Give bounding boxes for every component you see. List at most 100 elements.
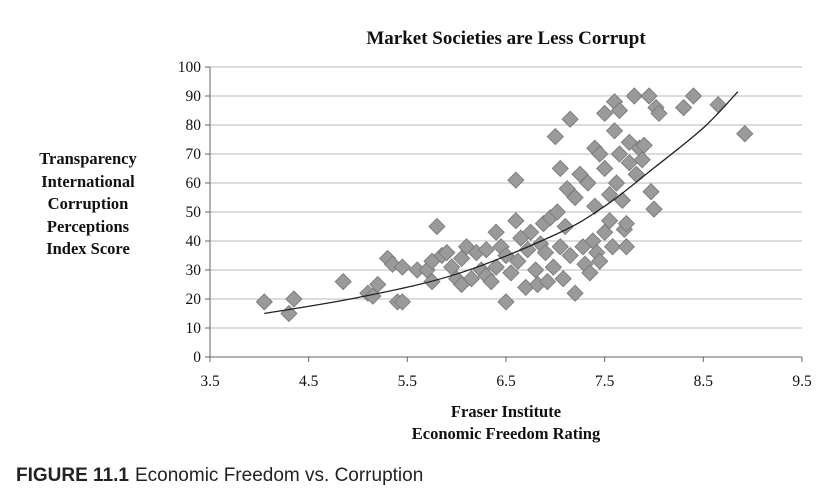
data-point (605, 122, 624, 140)
y-axis-label: Transparency International Corruption Pe… (12, 148, 164, 261)
data-point (603, 238, 622, 256)
y-axis-label-line: Transparency (39, 149, 137, 168)
data-point (650, 104, 668, 123)
data-point (519, 241, 537, 259)
x-tick-label: 7.5 (595, 373, 615, 390)
data-point (393, 293, 412, 311)
data-point (600, 212, 619, 230)
y-tick-label: 70 (186, 146, 202, 163)
trendline-group (264, 91, 739, 315)
data-point (544, 258, 562, 276)
figure-caption: FIGURE 11.1 Economic Freedom vs. Corrupti… (16, 465, 423, 487)
data-point (554, 270, 572, 288)
figure-caption-text: Economic Freedom vs. Corruption (135, 465, 424, 486)
x-tick-label: 4.5 (299, 373, 319, 390)
x-axis-label-line: Economic Freedom Rating (411, 424, 601, 443)
data-point (438, 243, 456, 262)
data-point (507, 171, 525, 189)
data-point (551, 159, 569, 178)
data-point (674, 98, 693, 117)
data-point (526, 261, 545, 279)
trendline (264, 91, 739, 315)
x-tick-label: 9.5 (792, 373, 812, 390)
data-point (482, 272, 500, 291)
data-point (487, 258, 505, 276)
data-point (633, 151, 651, 169)
data-point (640, 87, 658, 105)
data-point (334, 272, 352, 291)
data-point (497, 293, 515, 311)
data-point (280, 304, 298, 323)
x-tick-label: 6.5 (496, 373, 516, 390)
y-tick-label: 40 (186, 233, 202, 250)
x-axis-label: Fraser Institute Economic Freedom Rating (210, 401, 802, 445)
y-axis-label-line: Index Score (46, 239, 130, 258)
y-tick-label: 80 (186, 117, 202, 134)
data-point (502, 264, 520, 282)
y-tick-label: 60 (186, 175, 202, 192)
axes (205, 66, 803, 362)
y-tick-label: 10 (186, 320, 202, 337)
data-point (556, 217, 574, 236)
data-point (596, 104, 614, 123)
y-axis-label-line: Perceptions (46, 216, 130, 236)
x-tick-label: 8.5 (694, 373, 714, 390)
y-tick-label: 100 (178, 59, 202, 76)
data-point (517, 278, 535, 297)
y-tick-label: 20 (186, 291, 202, 308)
data-point (591, 252, 609, 270)
data-point (462, 270, 481, 288)
data-point (709, 96, 727, 114)
data-point (477, 241, 495, 259)
data-point (579, 174, 597, 192)
data-point (509, 252, 527, 270)
data-point (566, 284, 584, 302)
data-point (617, 238, 636, 256)
x-axis-label-line: Fraser Institute (450, 402, 562, 421)
data-point (596, 159, 614, 178)
y-tick-label: 90 (186, 88, 202, 105)
data-point (285, 290, 303, 308)
data-point (684, 87, 703, 105)
data-point (566, 188, 584, 207)
data-points (255, 87, 754, 323)
data-point (255, 293, 273, 311)
figure-number: FIGURE 11.1 (16, 465, 129, 486)
data-point (369, 275, 387, 294)
data-point (610, 101, 629, 120)
data-point (428, 217, 446, 236)
data-point (536, 243, 555, 262)
data-point (625, 87, 643, 105)
y-tick-label: 50 (186, 204, 202, 221)
data-point (393, 258, 412, 276)
y-tick-label: 0 (193, 349, 201, 366)
data-point (642, 183, 660, 201)
data-point (551, 238, 569, 256)
data-point (561, 110, 579, 128)
x-tick-label: 5.5 (398, 373, 418, 390)
y-axis-label-line: Corruption (47, 194, 129, 213)
data-point (487, 223, 505, 241)
y-tick-label: 30 (186, 262, 202, 279)
data-point (596, 223, 614, 241)
data-point (538, 272, 557, 291)
data-point (548, 203, 566, 221)
data-point (507, 212, 525, 230)
data-point (591, 145, 609, 163)
y-axis-label-line: International (41, 171, 135, 191)
x-tick-label: 3.5 (200, 373, 220, 390)
data-point (736, 125, 754, 143)
data-point (581, 264, 599, 282)
chart-title: Market Societies are Less Corrupt (366, 28, 646, 49)
data-point (546, 127, 564, 146)
data-point (561, 246, 579, 265)
tick-labels: 0 10 20 30 40 50 60 70 80 90 100 3.5 4.5 5.5 6.5 7.5 8.5… (178, 59, 812, 390)
data-point (522, 223, 540, 241)
data-point (635, 136, 653, 154)
data-point (617, 214, 636, 233)
data-point (610, 145, 629, 163)
data-point (645, 200, 663, 218)
data-point (607, 174, 626, 192)
